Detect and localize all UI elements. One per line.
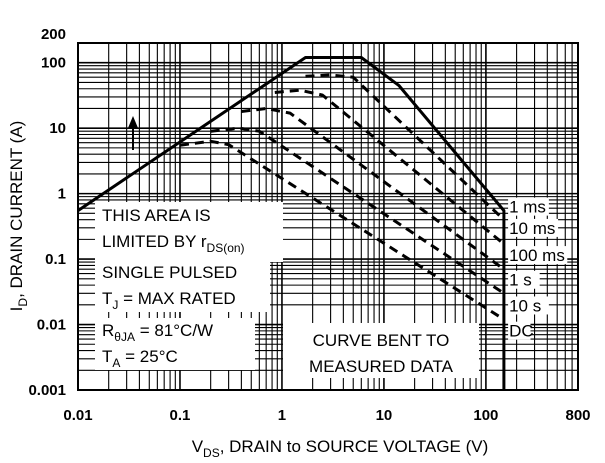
series-label-bg: [508, 321, 531, 340]
series-line: [210, 126, 505, 295]
tj-note: TJ = MAX RATED: [102, 289, 236, 312]
y-tick-label: 100: [41, 55, 66, 72]
rth-note: RθJA = 81°C/W: [102, 321, 213, 344]
series-labels: 1 ms 10 ms 100 ms 1 s 10 s DC: [508, 197, 568, 341]
series-line: [305, 73, 505, 221]
y-tick-label: 0.1: [45, 251, 66, 268]
series-label: 100 ms: [509, 246, 565, 265]
series-label-bg: [508, 197, 549, 216]
thermal-note-bg: [95, 318, 255, 370]
series-group: [77, 56, 506, 390]
series-label: 10 s: [509, 296, 541, 315]
x-tick-label: 10: [376, 407, 393, 424]
y-axis-label: ID, DRAIN CURRENT (A): [7, 121, 30, 312]
x-axis-label: VDS, DRAIN to SOURCE VOLTAGE (V): [192, 437, 489, 460]
y-tick-label: 0.001: [28, 382, 66, 399]
plot-frame: [77, 42, 579, 391]
series-label: 10 ms: [509, 219, 555, 238]
x-tick-label: 800: [565, 407, 590, 424]
series-label: DC: [509, 322, 534, 341]
curve-note-line1: CURVE BENT TO: [313, 331, 450, 350]
area-note-line1: THIS AREA IS: [102, 206, 211, 225]
x-tick-label: 0.1: [170, 407, 191, 424]
y-tick-label: 0.01: [37, 317, 66, 334]
series-line: [179, 139, 505, 321]
single-pulsed-note: SINGLE PULSED: [102, 263, 237, 282]
x-tick-label: 1: [278, 407, 286, 424]
arrow-up-icon: [128, 116, 138, 150]
x-tick-label: 100: [473, 407, 498, 424]
area-note-line2: LIMITED BY rDS(on): [102, 232, 245, 255]
series-label-bg: [508, 246, 568, 265]
curve-note-bg: [283, 323, 479, 378]
series-label-bg: [508, 296, 549, 315]
series-line: [274, 88, 505, 246]
series-label: 1 ms: [509, 198, 546, 217]
pulse-note-bg: [95, 262, 270, 312]
curve-note-line2: MEASURED DATA: [309, 357, 454, 376]
tick-labels: 0.01 0.1 1 10 100 800 200 100 10 1 0.1 0.01 0.001: [28, 26, 590, 424]
series-line: [77, 56, 506, 390]
series-line: [241, 107, 505, 271]
y-tick-label: 1: [58, 186, 66, 203]
x-tick-label: 0.01: [63, 407, 92, 424]
series-label-bg: [508, 218, 559, 237]
series-label: 1 s: [509, 271, 532, 290]
area-note-bg: [95, 202, 283, 262]
y-tick-label: 200: [41, 26, 66, 43]
y-tick-label: 10: [49, 120, 66, 137]
ta-note: TA = 25°C: [102, 347, 178, 370]
series-label-bg: [508, 270, 540, 289]
